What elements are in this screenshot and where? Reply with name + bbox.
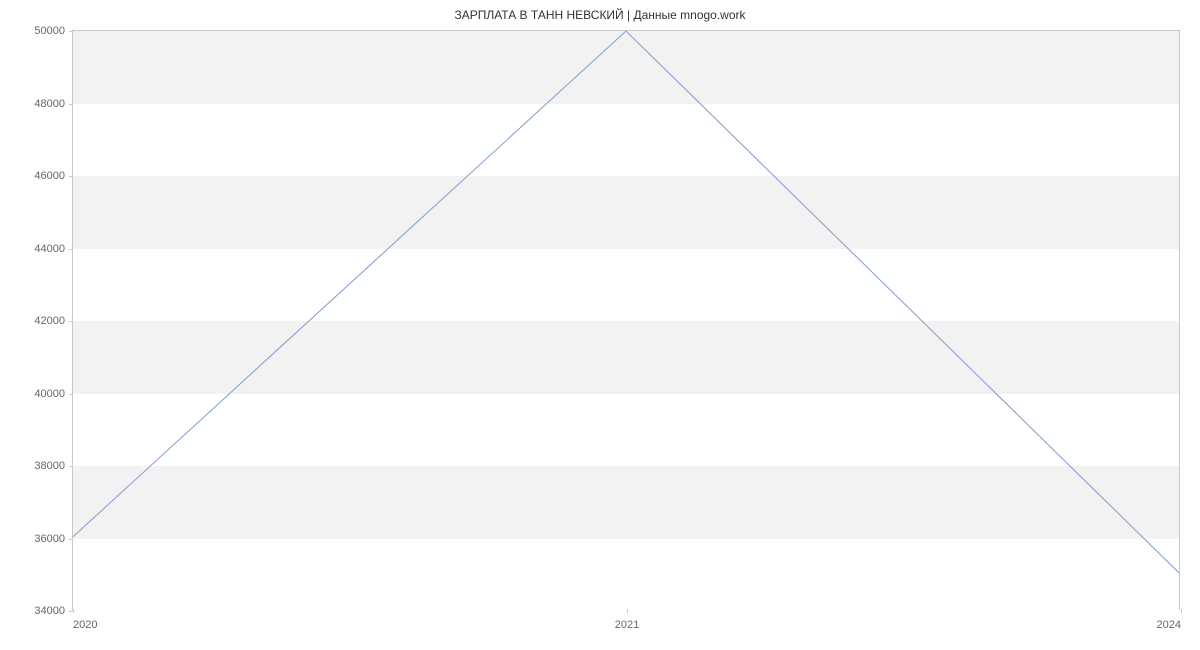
x-axis-tick-mark <box>1181 609 1182 613</box>
y-axis-tick-mark <box>69 104 73 105</box>
y-axis-tick-mark <box>69 31 73 32</box>
y-axis-tick-mark <box>69 176 73 177</box>
y-axis-tick-label: 48000 <box>34 98 73 110</box>
y-axis-tick-label: 38000 <box>34 460 73 472</box>
chart-container: ЗАРПЛАТА В ТАНН НЕВСКИЙ | Данные mnogo.w… <box>0 0 1200 650</box>
x-axis-tick-mark <box>73 609 74 613</box>
y-axis-tick-mark <box>69 539 73 540</box>
series-line <box>73 31 1179 573</box>
y-axis-tick-label: 34000 <box>34 605 73 617</box>
y-axis-tick-label: 50000 <box>34 25 73 37</box>
y-axis-tick-label: 36000 <box>34 533 73 545</box>
y-axis-tick-mark <box>69 321 73 322</box>
x-axis-tick-label: 2024 <box>1157 609 1181 631</box>
y-axis-tick-mark <box>69 394 73 395</box>
line-layer <box>73 31 1179 609</box>
plot-area: 3400036000380004000042000440004600048000… <box>72 30 1180 610</box>
y-axis-tick-mark <box>69 466 73 467</box>
x-axis-tick-mark <box>627 609 628 613</box>
y-axis-tick-label: 44000 <box>34 243 73 255</box>
chart-title: ЗАРПЛАТА В ТАНН НЕВСКИЙ | Данные mnogo.w… <box>0 8 1200 22</box>
y-axis-tick-mark <box>69 249 73 250</box>
y-axis-tick-label: 46000 <box>34 170 73 182</box>
x-axis-tick-label: 2020 <box>73 609 97 631</box>
y-axis-tick-label: 40000 <box>34 388 73 400</box>
y-axis-tick-label: 42000 <box>34 315 73 327</box>
